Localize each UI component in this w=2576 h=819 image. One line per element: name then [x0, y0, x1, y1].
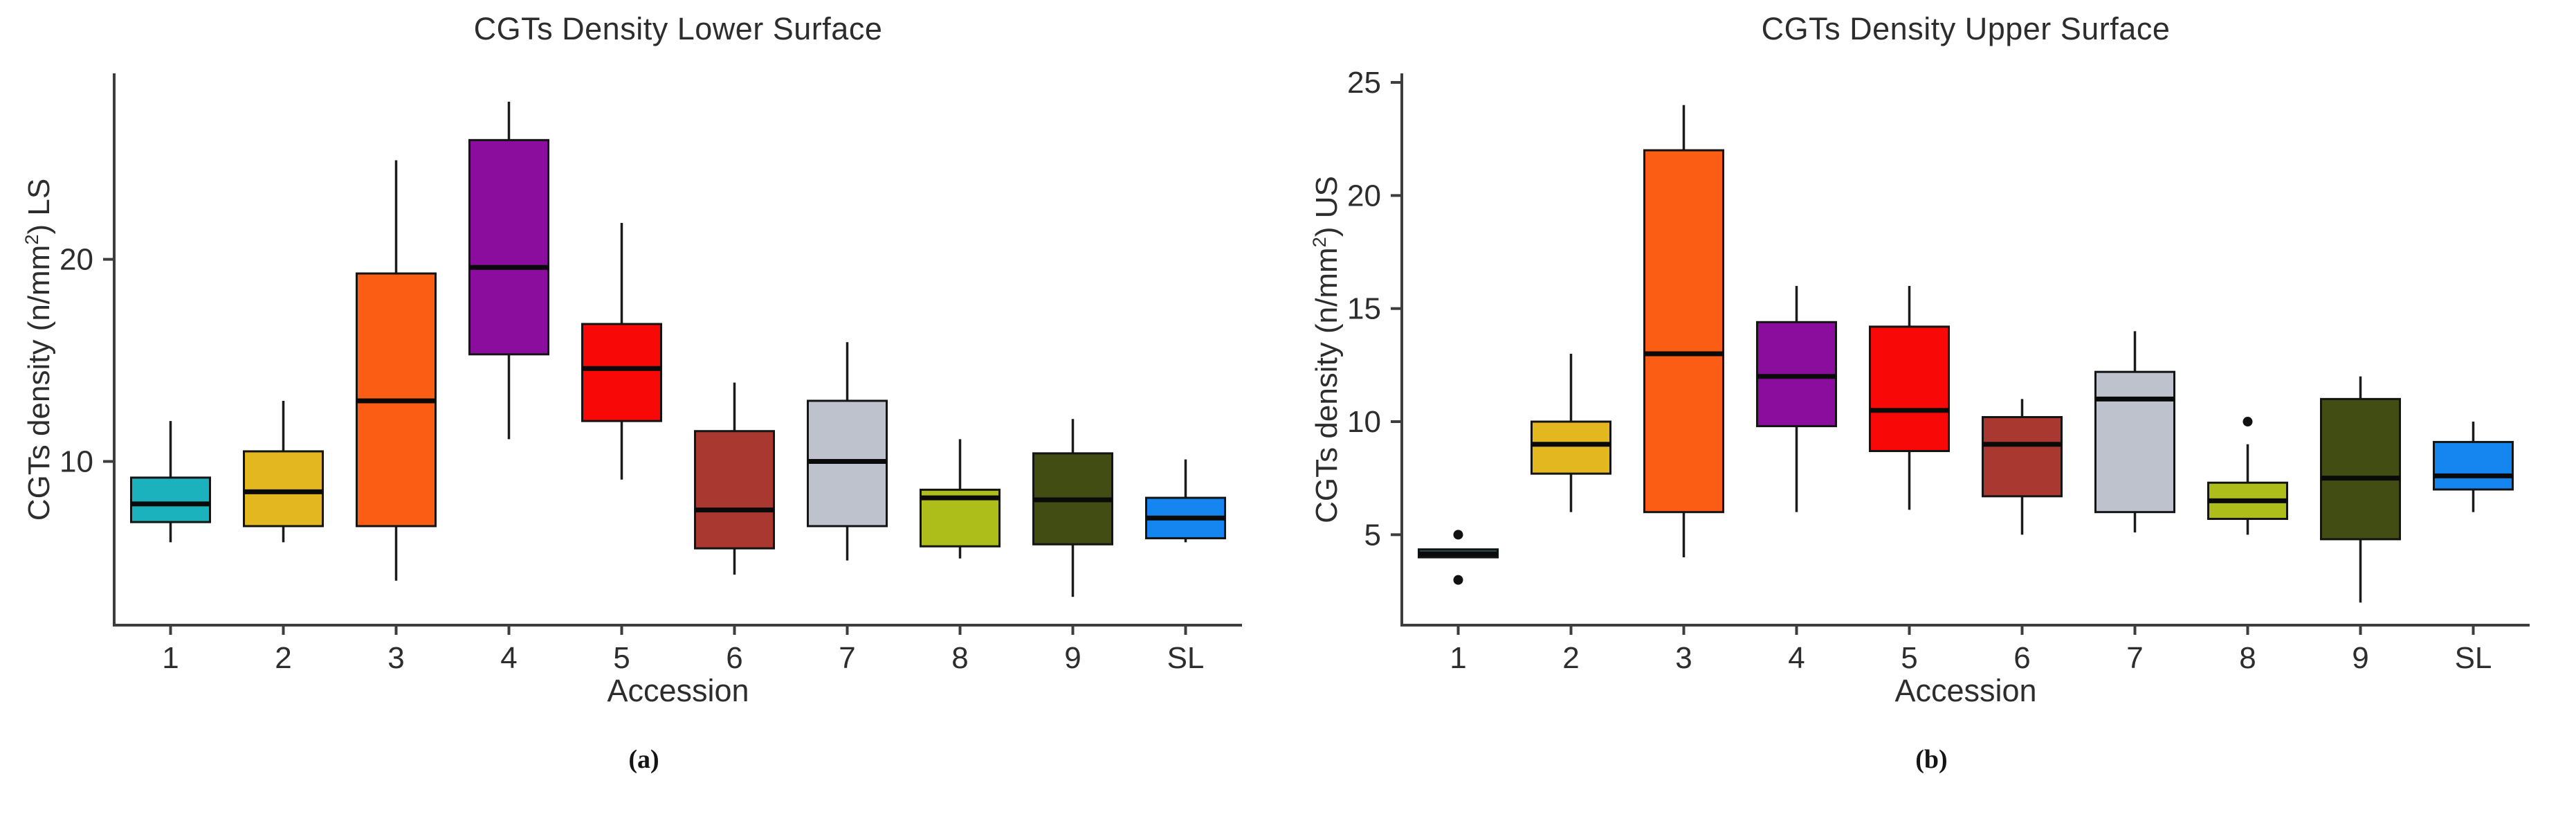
- iqr-box: [1643, 149, 1724, 514]
- y-tick-label: 20: [60, 243, 93, 277]
- x-tick-label: 9: [2352, 641, 2368, 675]
- x-axis-label-b: Accession: [1894, 673, 2037, 708]
- x-tick-label: 5: [1901, 641, 1917, 675]
- x-tick-label: SL: [1167, 641, 1205, 675]
- box-accession-5: 5: [581, 223, 662, 675]
- x-tick-label: 2: [275, 641, 291, 675]
- box-accession-1: 1: [130, 421, 211, 675]
- iqr-box: [1869, 325, 1950, 452]
- x-tick-label: 8: [951, 641, 968, 675]
- box-accession-5: 5: [1869, 286, 1950, 675]
- box-accession-9: 9: [2320, 376, 2401, 675]
- x-tick-label: 4: [1788, 641, 1805, 675]
- y-axis-label-b-sup: 2: [1308, 237, 1331, 248]
- x-tick-label: 3: [1675, 641, 1692, 675]
- y-tick-label: 20: [1347, 179, 1381, 213]
- x-tick-label: 4: [500, 641, 517, 675]
- box-accession-4: 4: [1756, 286, 1837, 675]
- box-accession-1: 1: [1418, 530, 1499, 675]
- box-accession-3: 3: [1643, 105, 1724, 675]
- iqr-box: [694, 430, 775, 550]
- iqr-box: [2433, 440, 2514, 491]
- x-tick-label: 2: [1562, 641, 1579, 675]
- y-axis-label-a-post: ) LS: [21, 178, 56, 235]
- box-accession-9: 9: [1032, 419, 1113, 675]
- iqr-box: [243, 450, 324, 528]
- x-tick-label: 7: [839, 641, 855, 675]
- x-tick-label: 9: [1064, 641, 1081, 675]
- x-tick-label: 6: [2013, 641, 2030, 675]
- chart-title-b: CGTs Density Upper Surface: [1761, 11, 2171, 46]
- x-tick-label: 3: [387, 641, 404, 675]
- box-accession-2: 2: [243, 400, 324, 675]
- iqr-box: [2094, 370, 2175, 514]
- iqr-box: [2320, 397, 2401, 541]
- chart-title-a: CGTs Density Lower Surface: [473, 11, 883, 46]
- box-accession-SL: SL: [2433, 422, 2514, 675]
- box-accession-8: 8: [920, 439, 1001, 675]
- iqr-box: [1531, 420, 1611, 475]
- panel-caption-a: (a): [628, 745, 659, 774]
- y-axis-label-a-pre: CGTs density (n/mm: [21, 244, 56, 521]
- y-axis-label-b: CGTs density (n/mm2) US: [1308, 176, 1344, 523]
- x-tick-label: SL: [2455, 641, 2492, 675]
- box-accession-6: 6: [1982, 399, 2063, 675]
- box-accession-7: 7: [807, 342, 888, 675]
- iqr-box: [1982, 415, 2063, 498]
- panel-caption-b: (b): [1915, 745, 1948, 774]
- box-accession-6: 6: [694, 382, 775, 675]
- box-accession-4: 4: [468, 101, 549, 675]
- box-accession-SL: SL: [1145, 459, 1226, 675]
- iqr-box: [468, 138, 549, 356]
- box-accession-3: 3: [356, 160, 437, 675]
- x-tick-label: 1: [162, 641, 179, 675]
- y-axis-label-b-pre: CGTs density (n/mm: [1309, 247, 1344, 523]
- x-axis-label-a: Accession: [607, 673, 749, 708]
- iqr-box: [130, 476, 211, 523]
- y-tick-label: 15: [1347, 292, 1381, 326]
- box-accession-8: 8: [2207, 417, 2288, 675]
- x-tick-label: 1: [1450, 641, 1466, 675]
- x-tick-label: 5: [613, 641, 630, 675]
- iqr-box: [581, 323, 662, 422]
- y-tick-label: 10: [60, 445, 93, 479]
- box-accession-7: 7: [2094, 331, 2175, 675]
- outlier-point: [2242, 417, 2253, 427]
- panel-b: 5 10 15 20 25 1 2 3 4 5 6 7 8 9 SL CGTs Density Upper …: [1288, 0, 2575, 819]
- x-tick-label: 7: [2126, 641, 2143, 675]
- y-tick-label: 5: [1364, 518, 1381, 552]
- y-axis-label-a-sup: 2: [21, 234, 43, 245]
- box-accession-2: 2: [1531, 354, 1611, 675]
- x-tick-label: 6: [726, 641, 742, 675]
- boxplot-canvas-a: 10 20 1 2 3 4 5 6 7 8 9 SL: [60, 73, 1242, 675]
- panel-a: 10 20 1 2 3 4 5 6 7 8 9 SL CGTs Density Lower Surfa…: [21, 11, 1242, 774]
- y-tick-label: 10: [1347, 405, 1381, 439]
- y-axis-label-b-post: ) US: [1309, 176, 1344, 237]
- boxplot-canvas-b: 5 10 15 20 25 1 2 3 4 5 6 7 8 9 SL: [1347, 66, 2530, 675]
- y-tick-label: 25: [1347, 66, 1381, 100]
- outlier-point: [1453, 575, 1463, 585]
- x-tick-label: 8: [2239, 641, 2256, 675]
- outlier-point: [1453, 530, 1463, 540]
- y-axis-label-a: CGTs density (n/mm2) LS: [21, 179, 57, 521]
